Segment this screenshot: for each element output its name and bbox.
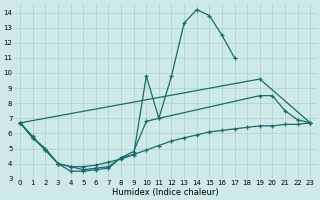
X-axis label: Humidex (Indice chaleur): Humidex (Indice chaleur) [112, 188, 219, 197]
